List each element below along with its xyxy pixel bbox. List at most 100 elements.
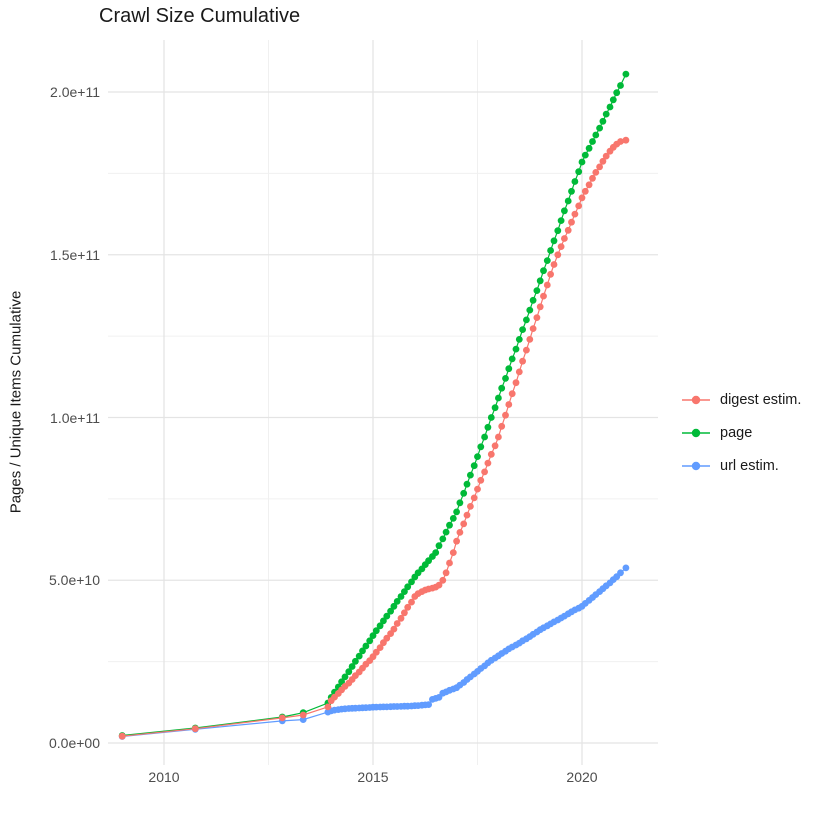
series-point-url-estim- bbox=[617, 569, 624, 577]
series-point-page bbox=[505, 365, 513, 373]
series-point-page bbox=[372, 627, 380, 635]
series-point-digest-estim- bbox=[529, 325, 537, 332]
legend-item-digest-estim-: digest estim. bbox=[681, 383, 801, 416]
series-point-page bbox=[484, 423, 492, 431]
x-tick-label: 2010 bbox=[148, 769, 180, 785]
series-point-page bbox=[540, 267, 547, 275]
series-point-digest-estim- bbox=[599, 157, 607, 165]
series-point-page bbox=[592, 131, 600, 139]
series-point-page bbox=[617, 82, 624, 89]
series-point-digest-estim- bbox=[481, 468, 488, 476]
series-point-page bbox=[609, 96, 617, 104]
series-point-page bbox=[383, 612, 391, 620]
series-point-digest-estim- bbox=[602, 152, 610, 160]
series-point-page bbox=[341, 673, 349, 681]
legend-key-icon bbox=[682, 428, 710, 437]
series-point-page bbox=[487, 414, 495, 421]
series-point-digest-estim- bbox=[617, 138, 624, 145]
series-point-digest-estim- bbox=[390, 625, 398, 633]
series-point-digest-estim- bbox=[536, 303, 544, 311]
series-point-page bbox=[460, 489, 468, 497]
series-point-page bbox=[502, 375, 509, 382]
series-point-page bbox=[606, 103, 614, 111]
series-point-page bbox=[568, 187, 575, 195]
y-tick-label: 5.0e+10 bbox=[49, 572, 100, 589]
series-point-digest-estim- bbox=[554, 251, 562, 259]
chart-title: Crawl Size Cumulative bbox=[99, 5, 301, 27]
series-point-url-estim- bbox=[622, 564, 630, 572]
series-point-digest-estim- bbox=[442, 569, 450, 577]
series-point-digest-estim- bbox=[376, 644, 384, 651]
series-point-page bbox=[523, 316, 530, 324]
series-point-digest-estim- bbox=[533, 314, 541, 321]
legend-item-url-estim-: url estim. bbox=[681, 449, 801, 482]
series-point-page bbox=[533, 287, 541, 294]
series-point-digest-estim- bbox=[453, 537, 460, 545]
series-point-digest-estim- bbox=[470, 494, 478, 502]
series-point-digest-estim- bbox=[474, 485, 481, 493]
series-point-digest-estim- bbox=[505, 401, 513, 408]
legend-key-icon bbox=[682, 395, 710, 404]
series-point-digest-estim- bbox=[383, 634, 391, 642]
series-point-page bbox=[435, 542, 443, 550]
series-point-digest-estim- bbox=[561, 235, 568, 242]
series-point-page bbox=[508, 355, 516, 363]
series-point-page bbox=[463, 480, 471, 488]
series-point-page bbox=[589, 138, 596, 145]
legend-label: url estim. bbox=[720, 457, 779, 474]
series-point-page bbox=[390, 602, 398, 610]
series-point-digest-estim- bbox=[435, 581, 443, 589]
series-point-digest-estim- bbox=[456, 529, 464, 536]
series-point-page bbox=[557, 217, 565, 225]
series-point-digest-estim- bbox=[278, 714, 286, 722]
series-point-digest-estim- bbox=[484, 459, 492, 467]
legend: digest estim. page url estim. bbox=[681, 383, 801, 482]
y-tick-label: 0.0e+00 bbox=[49, 735, 100, 751]
series-point-page bbox=[602, 110, 610, 118]
series-point-digest-estim- bbox=[467, 503, 474, 510]
series-point-digest-estim- bbox=[439, 576, 447, 584]
series-point-digest-estim- bbox=[540, 292, 547, 300]
legend-key-icon bbox=[682, 461, 710, 470]
series-point-page bbox=[432, 549, 440, 556]
series-point-digest-estim- bbox=[622, 136, 630, 144]
series-point-digest-estim- bbox=[463, 511, 471, 519]
series-point-digest-estim- bbox=[568, 218, 575, 226]
series-point-digest-estim- bbox=[191, 725, 199, 733]
legend-label: digest estim. bbox=[720, 391, 802, 408]
series-point-page bbox=[380, 617, 387, 625]
series-point-digest-estim- bbox=[589, 174, 596, 182]
series-point-page bbox=[348, 663, 356, 670]
series-point-digest-estim- bbox=[557, 243, 565, 251]
series-point-digest-estim- bbox=[491, 442, 499, 450]
series-point-page bbox=[442, 528, 450, 536]
series-point-digest-estim- bbox=[118, 732, 126, 740]
series-point-digest-estim- bbox=[512, 379, 520, 387]
series-line-digest-estim- bbox=[122, 139, 627, 737]
series-point-page bbox=[453, 508, 460, 516]
series-point-page bbox=[547, 247, 554, 254]
y-tick-label: 1.5e+11 bbox=[50, 246, 100, 263]
series-point-digest-estim- bbox=[397, 614, 405, 622]
series-point-page bbox=[515, 336, 523, 343]
series-point-page bbox=[362, 642, 370, 650]
series-point-page bbox=[550, 237, 558, 245]
series-point-page bbox=[387, 607, 394, 615]
series-point-page bbox=[571, 178, 579, 185]
series-point-digest-estim- bbox=[324, 703, 332, 711]
series-point-page bbox=[467, 471, 474, 479]
series-point-digest-estim- bbox=[495, 433, 502, 441]
series-point-page bbox=[474, 453, 481, 460]
x-tick-label: 2020 bbox=[566, 769, 598, 785]
series-point-page bbox=[526, 306, 534, 314]
series-point-page bbox=[585, 144, 593, 152]
series-point-page bbox=[439, 535, 447, 543]
series-point-page bbox=[355, 652, 363, 660]
series-point-page bbox=[393, 598, 401, 605]
series-point-digest-estim- bbox=[571, 210, 579, 218]
series-point-digest-estim- bbox=[581, 187, 589, 195]
series-point-page bbox=[369, 632, 377, 639]
series-point-page bbox=[470, 462, 478, 470]
series-point-digest-estim- bbox=[446, 559, 453, 567]
